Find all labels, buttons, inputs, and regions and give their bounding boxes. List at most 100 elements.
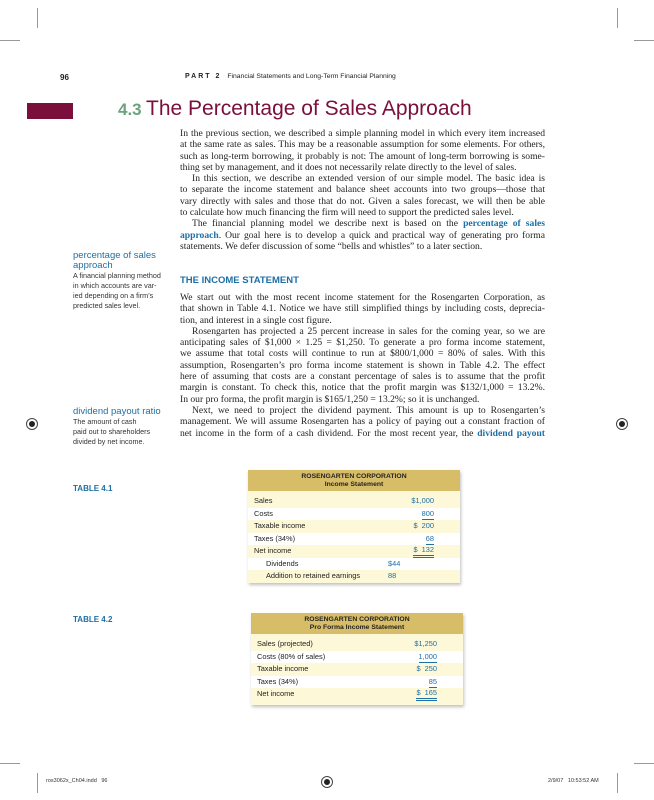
crop-mark: [0, 40, 20, 41]
table-subtitle: Pro Forma Income Statement: [309, 624, 405, 631]
text: net income in the form of a cash dividen…: [180, 427, 474, 439]
key-term: dividend payout: [477, 427, 545, 439]
table-row: Net income $ 132: [248, 545, 460, 558]
table-row: Taxes (34%) 85: [251, 675, 463, 688]
table-row: Costs (80% of sales) 1,000: [251, 650, 463, 663]
crop-mark: [37, 8, 38, 28]
table-row: Dividends $44: [248, 557, 460, 570]
text-line: In our pro forma, the profit margin is $…: [180, 393, 480, 405]
margin-note-percentage-of-sales: percentage of sales approach A financial…: [73, 251, 173, 311]
text-line: In the previous section, we described a …: [180, 128, 545, 139]
text-line: to separate the income statement and bal…: [180, 184, 545, 196]
table-4-2: ROSENGARTEN CORPORATION Pro Forma Income…: [251, 613, 463, 705]
intro-text: In the previous section, we described a …: [180, 128, 545, 252]
margin-note-dividend-payout-ratio: dividend payout ratio The amount of cash…: [73, 407, 173, 447]
row-value: $1,000: [411, 496, 434, 505]
row-value: $ 250: [416, 664, 437, 673]
key-term: percentage of sales: [463, 218, 545, 230]
text-line: We start out with the most recent income…: [180, 292, 545, 303]
section-accent-bar: [27, 103, 73, 119]
row-value: 88: [388, 571, 397, 580]
text-line: here of assuming that costs are a consta…: [180, 371, 545, 383]
table-header: ROSENGARTEN CORPORATION Income Statement: [248, 470, 460, 491]
crop-mark: [617, 8, 618, 28]
row-value: 68: [425, 533, 434, 545]
table-row: Net income $ 165: [251, 688, 463, 701]
table-row: Costs 800: [248, 507, 460, 520]
text-line: statements. We defer discussion of some …: [180, 240, 483, 252]
margin-definition: predicted sales level.: [73, 301, 141, 310]
row-value: 1,000: [418, 651, 437, 663]
text-line: at the same rate as sales. This may be a…: [180, 139, 545, 151]
table-title: ROSENGARTEN CORPORATION: [304, 616, 410, 623]
text-line: anticipating sales of $1,000 × 1.25 = $1…: [180, 337, 545, 349]
page-number: 96: [60, 73, 69, 82]
section-number: 4.3: [118, 100, 142, 119]
text-line: management. We will assume Rosengarten h…: [180, 416, 545, 428]
row-label: Sales: [254, 496, 273, 505]
row-value: $ 165: [416, 688, 437, 701]
row-label: Net income: [257, 689, 295, 698]
table-4-1: ROSENGARTEN CORPORATION Income Statement…: [248, 470, 460, 583]
text-line: to calculate how much financing the firm…: [180, 207, 514, 219]
row-value: 800: [421, 508, 434, 520]
row-value: 85: [428, 676, 437, 688]
margin-definition: A financial planning method: [73, 271, 161, 280]
table-label: TABLE 4.2: [73, 615, 113, 624]
text-line: Next, we need to project the dividend pa…: [192, 404, 545, 416]
row-value: $44: [388, 558, 401, 568]
registration-mark-icon: [616, 418, 628, 430]
table-header: ROSENGARTEN CORPORATION Pro Forma Income…: [251, 613, 463, 634]
table-row: Sales (projected) $1,250: [251, 638, 463, 651]
text: The financial planning model we describe…: [192, 218, 458, 230]
row-label: Taxes (34%): [254, 533, 296, 543]
crop-mark: [634, 763, 654, 764]
table-row: Sales $1,000: [248, 495, 460, 508]
row-label: Net income: [254, 546, 292, 555]
margin-definition: The amount of cash: [73, 417, 137, 426]
margin-term: approach: [73, 260, 113, 271]
text-line: approach. Our goal here is to develop a …: [180, 230, 545, 241]
text-line: net income in the form of a cash dividen…: [180, 428, 545, 439]
table-subtitle: Income Statement: [324, 481, 384, 488]
crop-mark: [617, 773, 618, 793]
row-label: Costs: [254, 508, 273, 518]
row-label: Dividends: [266, 558, 299, 568]
text-line: that shown in Table 4.1. Notice we have …: [180, 303, 545, 315]
text-line: assumption, Rosengarten’s pro forma inco…: [180, 359, 545, 371]
footer-timestamp: 2/9/07 10:53:52 AM: [548, 778, 599, 784]
margin-definition: in which accounts are var-: [73, 281, 157, 290]
crop-mark: [0, 763, 20, 764]
row-label: Taxable income: [254, 521, 306, 530]
part-title: Financial Statements and Long-Term Finan…: [227, 73, 396, 80]
text-line: The financial planning model we describe…: [180, 218, 545, 229]
table-label: TABLE 4.1: [73, 484, 113, 493]
footer-file-slug: ros3062x_Ch04.indd 96: [46, 778, 108, 784]
part-label: PART 2: [185, 73, 222, 80]
margin-definition: ied depending on a firm’s: [73, 291, 154, 300]
row-label: Costs (80% of sales): [257, 651, 326, 661]
registration-mark-icon: [321, 776, 333, 788]
registration-mark-icon: [26, 418, 38, 430]
income-statement-text: We start out with the most recent income…: [180, 292, 545, 439]
subsection-heading: THE INCOME STATEMENT: [180, 275, 299, 286]
text-line: such as long-term borrowing, it probably…: [180, 150, 545, 162]
crop-mark: [37, 773, 38, 793]
row-value: $1,250: [414, 639, 437, 648]
table-row: Taxable income $ 250: [251, 663, 463, 676]
row-value: $ 132: [413, 545, 434, 558]
text-line: we assume that total costs will continue…: [180, 348, 545, 360]
crop-mark: [634, 40, 654, 41]
row-label: Addition to retained earnings: [266, 571, 361, 580]
running-header: PART 2 Financial Statements and Long-Ter…: [185, 73, 396, 80]
text-line: In this section, we describe an extended…: [192, 173, 545, 185]
row-label: Sales (projected): [257, 639, 313, 648]
margin-term: dividend payout ratio: [73, 406, 161, 417]
section-title: The Percentage of Sales Approach: [146, 97, 472, 120]
table-row: Taxable income $ 200: [248, 520, 460, 533]
margin-term: percentage of sales: [73, 250, 156, 261]
text-line: margin is constant. To check this, notic…: [180, 382, 545, 394]
row-label: Taxes (34%): [257, 676, 299, 686]
text-line: tion, and interest in a single cost figu…: [180, 314, 332, 326]
text-line: vary directly with sales and those that …: [180, 195, 545, 207]
